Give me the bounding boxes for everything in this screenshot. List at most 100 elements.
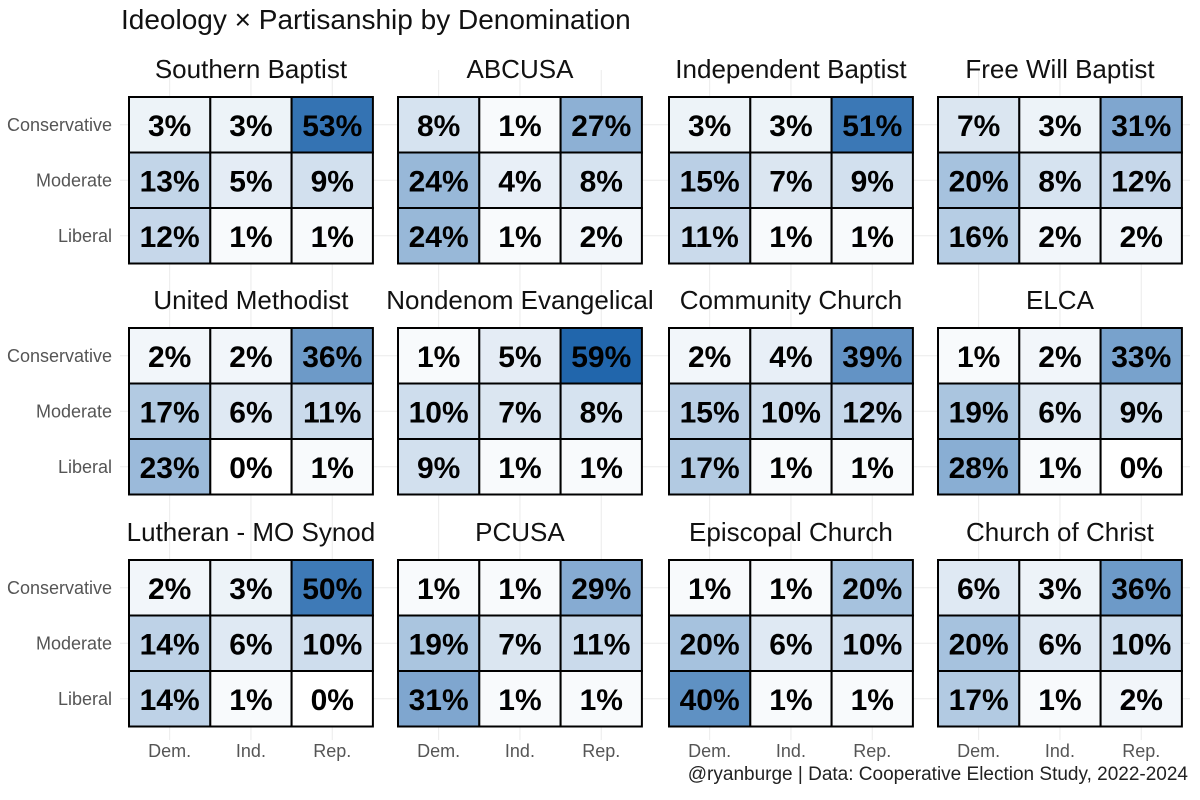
heatmap-cell — [1099, 327, 1183, 385]
heatmap-cell — [1018, 96, 1102, 154]
heatmap-cell — [559, 207, 643, 265]
panel-title: Southern Baptist — [155, 54, 348, 84]
heatmap-cell — [1018, 614, 1102, 672]
heatmap-cell — [1099, 559, 1183, 617]
y-tick-label: Liberal — [58, 457, 112, 477]
cell-value-label: 1% — [769, 573, 812, 606]
heatmap-cell — [937, 670, 1021, 728]
heatmap-cell — [749, 151, 833, 209]
heatmap-cell — [559, 382, 643, 440]
heatmap-cell — [937, 151, 1021, 209]
heatmap-cell — [209, 670, 293, 728]
panel-title: ABCUSA — [466, 54, 574, 84]
cell-value-label: 1% — [1038, 452, 1081, 485]
cell-value-label: 9% — [417, 452, 460, 485]
heatmap-cell — [937, 96, 1021, 154]
cell-value-label: 27% — [571, 110, 631, 143]
cell-value-label: 10% — [1111, 628, 1171, 661]
panel-pcusa: PCUSA 1% 1% 29% 19% 7% 11% 31% 1% 1% — [397, 517, 643, 728]
cell-value-label: 15% — [680, 396, 740, 429]
cell-value-label: 14% — [140, 684, 200, 717]
cell-value-label: 1% — [498, 452, 541, 485]
cell-value-label: 1% — [498, 221, 541, 254]
heatmap-cell — [397, 151, 481, 209]
cell-value-label: 8% — [1038, 165, 1081, 198]
x-tick-label: Rep. — [1122, 741, 1160, 761]
cell-value-label: 31% — [1111, 110, 1171, 143]
cell-value-label: 50% — [302, 573, 362, 606]
cell-value-label: 1% — [311, 452, 354, 485]
panel-title: PCUSA — [475, 517, 565, 547]
heatmap-cell — [290, 670, 374, 728]
cell-value-label: 1% — [498, 573, 541, 606]
heatmap-cell — [290, 438, 374, 496]
y-tick-label: Moderate — [36, 401, 112, 421]
heatmap-cell — [668, 151, 752, 209]
heatmap-cell — [1099, 438, 1183, 496]
cell-value-label: 1% — [580, 684, 623, 717]
heatmap-cell — [290, 614, 374, 672]
cell-value-label: 6% — [229, 628, 272, 661]
heatmap-cell — [209, 151, 293, 209]
cell-value-label: 9% — [851, 165, 894, 198]
cell-value-label: 1% — [417, 573, 460, 606]
heatmap-cell — [397, 670, 481, 728]
heatmap-cell — [478, 614, 562, 672]
cell-value-label: 8% — [417, 110, 460, 143]
cell-value-label: 1% — [851, 221, 894, 254]
heatmap-cell — [478, 207, 562, 265]
cell-value-label: 2% — [1038, 341, 1081, 374]
cell-value-label: 3% — [1038, 573, 1081, 606]
cell-value-label: 2% — [1120, 221, 1163, 254]
cell-value-label: 1% — [957, 341, 1000, 374]
cell-value-label: 9% — [1120, 396, 1163, 429]
heatmap-cell — [830, 382, 914, 440]
panel-community-church: Community Church 2% 4% 39% 15% 10% 12% 17% 1% 1% — [668, 285, 914, 496]
panel-united-methodist: United Methodist 2% 2% 36% 17% 6% 11% 23% 0% 1% — [128, 285, 374, 496]
heatmap-cell — [1099, 670, 1183, 728]
cell-value-label: 20% — [949, 165, 1009, 198]
heatmap-cell — [559, 151, 643, 209]
cell-value-label: 1% — [580, 452, 623, 485]
cell-value-label: 10% — [302, 628, 362, 661]
cell-value-label: 1% — [851, 452, 894, 485]
cell-value-label: 10% — [761, 396, 821, 429]
cell-value-label: 3% — [688, 110, 731, 143]
cell-value-label: 28% — [949, 452, 1009, 485]
cell-value-label: 17% — [949, 684, 1009, 717]
x-tick-label: Dem. — [417, 741, 460, 761]
cell-value-label: 2% — [148, 341, 191, 374]
cell-value-label: 1% — [311, 221, 354, 254]
cell-value-label: 19% — [949, 396, 1009, 429]
cell-value-label: 1% — [769, 684, 812, 717]
panel-elca: ELCA 1% 2% 33% 19% 6% 9% 28% 1% 0% — [937, 285, 1183, 496]
cell-value-label: 14% — [140, 628, 200, 661]
cell-value-label: 20% — [680, 628, 740, 661]
heatmap-cell — [128, 670, 212, 728]
panel-title: Free Will Baptist — [965, 54, 1155, 84]
cell-value-label: 19% — [409, 628, 469, 661]
cell-value-label: 1% — [498, 110, 541, 143]
x-tick-label: Ind. — [776, 741, 806, 761]
cell-value-label: 2% — [148, 573, 191, 606]
y-tick-label: Liberal — [58, 689, 112, 709]
cell-value-label: 7% — [769, 165, 812, 198]
panel-episcopal-church: Episcopal Church 1% 1% 20% 20% 6% 10% 40% 1% 1% — [668, 517, 914, 728]
heatmap-cell — [478, 670, 562, 728]
cell-value-label: 0% — [311, 684, 354, 717]
cell-value-label: 7% — [957, 110, 1000, 143]
cell-value-label: 2% — [229, 341, 272, 374]
cell-value-label: 29% — [571, 573, 631, 606]
heatmap-cell — [830, 559, 914, 617]
cell-value-label: 20% — [949, 628, 1009, 661]
cell-value-label: 6% — [229, 396, 272, 429]
heatmap-cell — [559, 670, 643, 728]
panel-title: Nondenom Evangelical — [386, 285, 653, 315]
cell-value-label: 1% — [1038, 684, 1081, 717]
x-tick-label: Rep. — [853, 741, 891, 761]
source-caption: @ryanburge | Data: Cooperative Election … — [687, 764, 1188, 785]
cell-value-label: 23% — [140, 452, 200, 485]
cell-value-label: 4% — [498, 165, 541, 198]
panel-nondenom-evangelical: Nondenom Evangelical 1% 5% 59% 10% 7% 8% 9% 1% 1% — [386, 285, 654, 496]
